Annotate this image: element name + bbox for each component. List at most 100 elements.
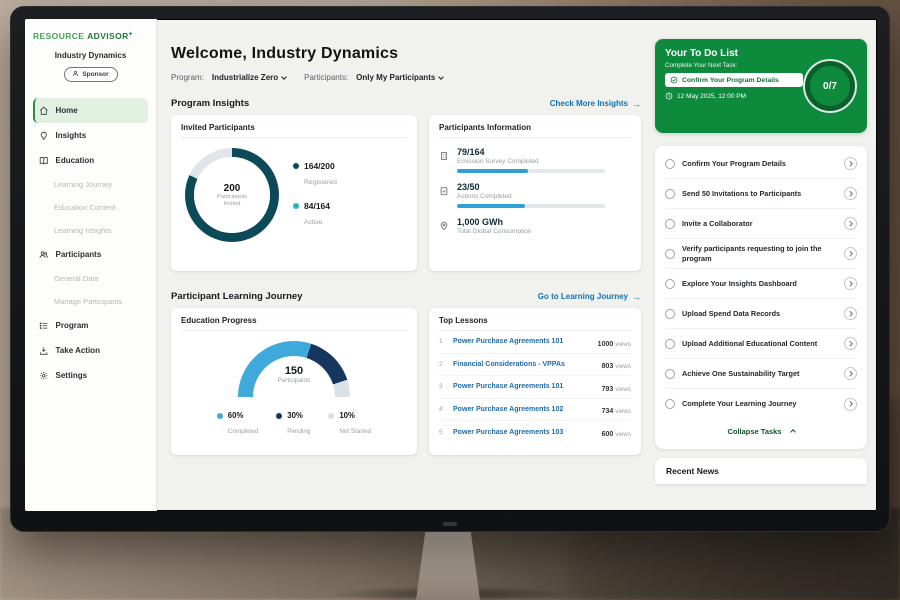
chevron-right-icon[interactable] bbox=[844, 337, 857, 350]
todo-panel: Your To Do List Complete Your Next Task:… bbox=[655, 39, 867, 484]
checkbox-icon[interactable] bbox=[665, 218, 675, 229]
emission-progress-bar bbox=[457, 169, 605, 173]
checkbox-icon[interactable] bbox=[665, 399, 675, 409]
legend-dot bbox=[293, 163, 299, 169]
due-date: 12 May 2025, 12:00 PM bbox=[665, 92, 857, 100]
main-content: Welcome, Industry Dynamics Program: Indu… bbox=[157, 19, 655, 511]
go-to-learning-journey-link[interactable]: Go to Learning Journey → bbox=[537, 291, 641, 302]
card-title: Invited Participants bbox=[181, 123, 407, 138]
chevron-right-icon[interactable] bbox=[844, 187, 857, 200]
lesson-link[interactable]: Power Purchase Agreements 103 bbox=[453, 428, 564, 436]
todo-summary-card: Your To Do List Complete Your Next Task:… bbox=[655, 39, 867, 133]
chevron-right-icon[interactable] bbox=[844, 307, 857, 320]
chevron-up-icon bbox=[789, 429, 796, 435]
app-logo: RESOURCE ADVISOR+ bbox=[33, 31, 134, 41]
program-filter-label: Program: bbox=[171, 73, 204, 82]
sidebar-item-general-data[interactable]: General Data bbox=[54, 274, 99, 283]
invited-participants-chart-area: 200 Participants Invited 164/200 Registe… bbox=[181, 148, 407, 242]
legend-dot bbox=[216, 413, 223, 419]
lesson-link[interactable]: Power Purchase Agreements 101 bbox=[453, 338, 564, 346]
sidebar-item-learning-insights[interactable]: Learning Insights bbox=[54, 226, 112, 235]
legend-active: 84/164 Active bbox=[293, 201, 337, 229]
building-icon bbox=[439, 148, 449, 173]
checklist-icon bbox=[439, 183, 449, 208]
sidebar-item-manage-participants[interactable]: Manage Participants bbox=[54, 297, 123, 306]
settings-icon bbox=[39, 371, 49, 381]
dashboard-app: RESOURCE ADVISOR+ Industry Dynamics Spon… bbox=[25, 19, 877, 511]
program-select[interactable]: Industrialize Zero bbox=[212, 73, 287, 82]
learning-journey-header: Participant Learning Journey Go to Learn… bbox=[171, 291, 641, 302]
donut-center-label: 200 Participants Invited bbox=[194, 157, 270, 233]
lesson-row: 3 Power Purchase Agreements 101 793 views bbox=[439, 376, 631, 399]
stat-emission-survey: 79/164 Emission Survey Completed bbox=[439, 147, 631, 173]
education-progress-card: Education Progress 150 Participants bbox=[171, 308, 417, 455]
checkbox-icon[interactable] bbox=[665, 368, 675, 379]
task-item[interactable]: Complete Your Learning Journey bbox=[665, 389, 857, 419]
sidebar-item-education[interactable]: Education bbox=[33, 148, 148, 173]
arrow-right-icon: → bbox=[632, 98, 641, 109]
todo-title: Your To Do List bbox=[665, 48, 738, 59]
sidebar-item-settings[interactable]: Settings bbox=[33, 363, 148, 388]
section-title-learning-journey: Participant Learning Journey bbox=[171, 291, 303, 302]
task-list: Confirm Your Program Details Send 50 Inv… bbox=[655, 146, 867, 449]
invited-participants-card: Invited Participants 200 Participants In… bbox=[171, 115, 417, 271]
sidebar-item-insights[interactable]: Insights bbox=[33, 123, 148, 148]
participants-information-card: Participants Information 79/164 Emission… bbox=[429, 115, 641, 271]
participants-filter-label: Participants: bbox=[304, 73, 349, 82]
monitor: RESOURCE ADVISOR+ Industry Dynamics Spon… bbox=[10, 6, 890, 532]
todo-subtitle: Complete Your Next Task: bbox=[665, 62, 738, 69]
donut-legend: 164/200 Registered 84/164 Active bbox=[293, 161, 337, 229]
chevron-right-icon[interactable] bbox=[844, 247, 857, 260]
top-lessons-card: Top Lessons 1 Power Purchase Agreements … bbox=[429, 308, 641, 455]
task-item[interactable]: Upload Spend Data Records bbox=[665, 299, 857, 329]
monitor-stand bbox=[416, 524, 480, 600]
invited-participants-donut-chart: 200 Participants Invited bbox=[185, 148, 279, 242]
task-item[interactable]: Verify participants requesting to join t… bbox=[665, 239, 857, 269]
check-more-insights-link[interactable]: Check More Insights → bbox=[549, 98, 641, 109]
legend-not-started: 10% Not Started bbox=[328, 411, 371, 438]
checkbox-icon[interactable] bbox=[665, 158, 675, 169]
checkbox-icon[interactable] bbox=[665, 188, 675, 199]
program-icon bbox=[39, 321, 49, 331]
checkbox-icon[interactable] bbox=[665, 338, 675, 349]
lesson-link[interactable]: Power Purchase Agreements 101 bbox=[453, 383, 564, 391]
task-item[interactable]: Explore Your Insights Dashboard bbox=[665, 269, 857, 299]
sidebar-item-program[interactable]: Program bbox=[33, 313, 148, 338]
monitor-logo bbox=[443, 522, 457, 526]
legend-dot bbox=[293, 203, 299, 209]
task-item[interactable]: Upload Additional Educational Content bbox=[665, 329, 857, 359]
checkbox-icon[interactable] bbox=[665, 308, 675, 319]
task-item[interactable]: Achieve One Sustainability Target bbox=[665, 359, 857, 389]
lesson-link[interactable]: Power Purchase Agreements 102 bbox=[453, 405, 564, 413]
page-title: Welcome, Industry Dynamics bbox=[171, 45, 399, 62]
sidebar-item-take-action[interactable]: Take Action bbox=[33, 338, 148, 363]
chevron-right-icon[interactable] bbox=[844, 397, 857, 411]
sponsor-badge: Sponsor bbox=[63, 67, 118, 82]
task-item[interactable]: Send 50 Invitations to Participants bbox=[665, 179, 857, 209]
card-title: Participants Information bbox=[439, 123, 631, 138]
chevron-right-icon[interactable] bbox=[844, 367, 857, 380]
sidebar-item-home[interactable]: Home bbox=[33, 98, 148, 123]
checkbox-icon[interactable] bbox=[665, 278, 675, 289]
filters-bar: Program: Industrialize Zero Participants… bbox=[171, 73, 641, 82]
task-item[interactable]: Confirm Your Program Details bbox=[665, 149, 857, 179]
chevron-right-icon[interactable] bbox=[844, 157, 857, 170]
sidebar-item-learning-journey[interactable]: Learning Journey bbox=[54, 180, 112, 189]
legend-completed: 60% Completed bbox=[216, 411, 258, 438]
checkbox-icon[interactable] bbox=[665, 248, 675, 259]
sidebar-item-participants[interactable]: Participants bbox=[33, 242, 148, 267]
recent-news-header[interactable]: Recent News bbox=[655, 458, 867, 484]
next-task-pill[interactable]: Confirm Your Program Details bbox=[665, 73, 803, 87]
clock-icon bbox=[665, 92, 673, 100]
task-item[interactable]: Invite a Collaborator bbox=[665, 209, 857, 239]
actions-progress-bar bbox=[457, 204, 605, 208]
sidebar-item-education-content[interactable]: Education Content bbox=[54, 203, 116, 212]
lesson-row: 5 Power Purchase Agreements 103 600 views bbox=[439, 428, 631, 439]
chevron-right-icon[interactable] bbox=[844, 217, 857, 230]
lesson-link[interactable]: Financial Considerations - VPPAs bbox=[453, 360, 565, 368]
chevron-right-icon[interactable] bbox=[844, 277, 857, 290]
participants-select[interactable]: Only My Participants bbox=[356, 73, 445, 82]
collapse-tasks-button[interactable]: Collapse Tasks bbox=[665, 419, 857, 443]
insights-icon bbox=[39, 131, 49, 141]
check-circle-icon bbox=[670, 76, 678, 84]
